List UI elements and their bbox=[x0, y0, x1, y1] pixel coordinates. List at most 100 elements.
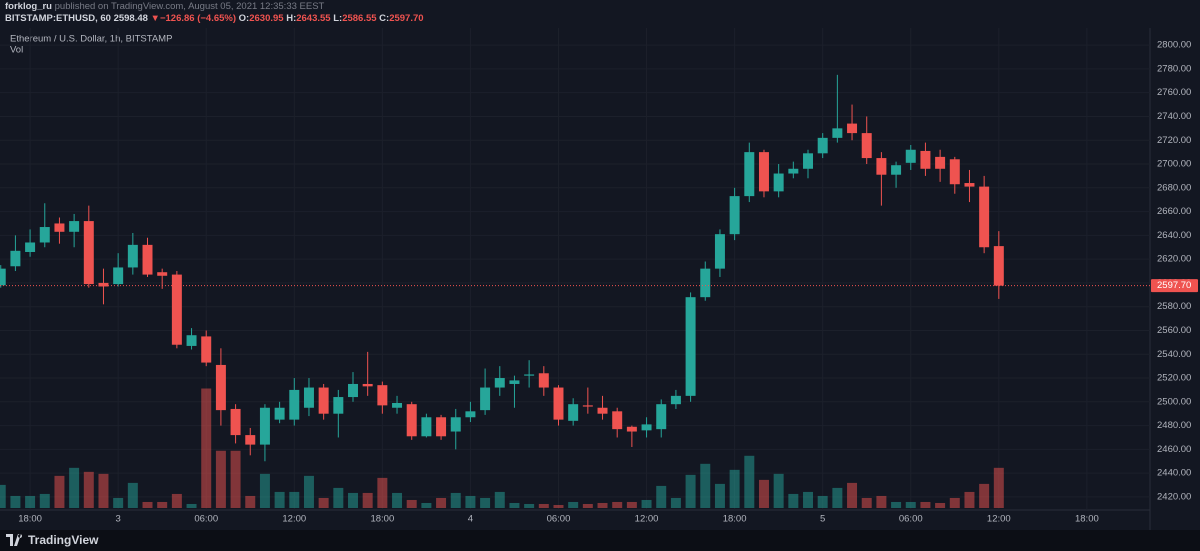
volume-bar bbox=[201, 388, 212, 508]
volume-bar bbox=[377, 477, 388, 508]
candle-body bbox=[303, 387, 314, 408]
o-value: 2630.95 bbox=[249, 13, 284, 24]
volume-bar bbox=[891, 501, 902, 508]
volume-bar bbox=[83, 471, 94, 508]
volume-bar bbox=[142, 501, 153, 508]
y-tick-label: 2640.00 bbox=[1157, 230, 1191, 241]
x-tick-label: 5 bbox=[820, 514, 825, 525]
chart-title: Ethereum / U.S. Dollar, 1h, BITSTAMP bbox=[10, 34, 172, 45]
candle-body bbox=[935, 156, 946, 169]
candle-body bbox=[861, 133, 872, 159]
h-value: 2643.55 bbox=[296, 13, 331, 24]
volume-bar bbox=[803, 491, 813, 508]
volume-bar bbox=[274, 491, 285, 508]
volume-bar bbox=[744, 455, 755, 508]
logo bbox=[6, 534, 23, 546]
volume-bar bbox=[553, 504, 564, 508]
candle-body bbox=[436, 417, 447, 437]
volume-bar bbox=[480, 497, 491, 508]
candle-body bbox=[215, 364, 226, 411]
volume-bar bbox=[597, 502, 608, 508]
y-tick-label: 2680.00 bbox=[1157, 182, 1191, 193]
candle-body bbox=[201, 336, 212, 363]
volume-bar bbox=[714, 483, 725, 508]
volume-bar bbox=[538, 503, 549, 508]
candle-body bbox=[127, 244, 138, 268]
volume-bar bbox=[656, 485, 667, 508]
volume-bar bbox=[582, 503, 593, 508]
volume-bar bbox=[348, 492, 358, 508]
volume-bar bbox=[524, 503, 535, 508]
volume-bar bbox=[847, 482, 858, 508]
candle-body bbox=[685, 297, 696, 396]
volume-bar bbox=[773, 473, 784, 508]
candle-body bbox=[186, 335, 197, 346]
last-price-box bbox=[1151, 279, 1198, 293]
volume-bar bbox=[215, 450, 226, 508]
candle-body bbox=[597, 407, 608, 414]
candle-body bbox=[656, 404, 667, 430]
volume-bar bbox=[362, 492, 373, 508]
y-tick-label: 2540.00 bbox=[1157, 349, 1191, 360]
candle-body bbox=[758, 152, 769, 192]
volume-bar bbox=[670, 497, 681, 508]
y-tick-label: 2560.00 bbox=[1157, 325, 1191, 336]
footer-bar bbox=[0, 530, 1200, 551]
volume-bar bbox=[905, 501, 916, 508]
volume-bar bbox=[465, 495, 476, 508]
author: forklog_ru bbox=[5, 1, 52, 12]
volume-bar bbox=[392, 492, 403, 508]
candle-body bbox=[480, 387, 491, 411]
o-label: O: bbox=[238, 13, 250, 24]
h-label: H: bbox=[286, 13, 297, 24]
candle-body bbox=[582, 405, 593, 407]
volume-bar bbox=[157, 501, 168, 508]
candle-body bbox=[509, 380, 520, 384]
candle-body bbox=[392, 402, 403, 408]
candle-body bbox=[744, 152, 755, 197]
header-line-2: BITSTAMP:ETHUSD, 60 2598.48 ▼−126.86 (−4… bbox=[5, 13, 424, 25]
candle-body bbox=[157, 272, 168, 276]
candle-body bbox=[318, 387, 329, 414]
candle-body bbox=[714, 234, 725, 269]
volume-bar bbox=[186, 503, 197, 508]
candle-body bbox=[171, 274, 182, 345]
volume-bar bbox=[69, 467, 80, 508]
volume-bar bbox=[259, 473, 270, 508]
y-tick-label: 2760.00 bbox=[1157, 87, 1191, 98]
volume-bar bbox=[303, 475, 314, 508]
volume-bar bbox=[98, 473, 109, 508]
volume-label: Vol bbox=[10, 45, 23, 56]
x-tick-label: 18:00 bbox=[723, 514, 747, 525]
candle-body bbox=[568, 404, 579, 421]
volume-bar bbox=[0, 484, 6, 508]
x-tick-label: 18:00 bbox=[18, 514, 42, 525]
volume-bar bbox=[685, 474, 696, 508]
candle-body bbox=[142, 244, 153, 275]
candle-body bbox=[333, 397, 344, 414]
volume-bar bbox=[861, 497, 872, 508]
candle-body bbox=[612, 411, 623, 430]
y-tick-label: 2800.00 bbox=[1157, 40, 1191, 51]
candle-body bbox=[729, 196, 740, 235]
candle-body bbox=[54, 223, 65, 232]
header-line-1: forklog_ru published on TradingView.com,… bbox=[5, 1, 424, 13]
candle-body bbox=[69, 221, 80, 232]
x-tick-label: 12:00 bbox=[987, 514, 1011, 525]
candle-body bbox=[421, 417, 432, 437]
volume-bar bbox=[245, 495, 256, 508]
candle-body bbox=[920, 150, 931, 169]
x-tick-label: 18:00 bbox=[1075, 514, 1099, 525]
candle-body bbox=[10, 250, 21, 267]
x-tick-label: 4 bbox=[468, 514, 473, 525]
last-price-label: 2597.70 bbox=[1157, 280, 1191, 291]
candle-body bbox=[259, 407, 270, 445]
candle-body bbox=[0, 268, 6, 286]
change: −126.86 (−4.65%) bbox=[159, 13, 237, 24]
volume-bar bbox=[641, 499, 652, 508]
candle-body bbox=[230, 408, 241, 436]
volume-bar bbox=[450, 492, 461, 508]
candle-body bbox=[817, 137, 828, 154]
